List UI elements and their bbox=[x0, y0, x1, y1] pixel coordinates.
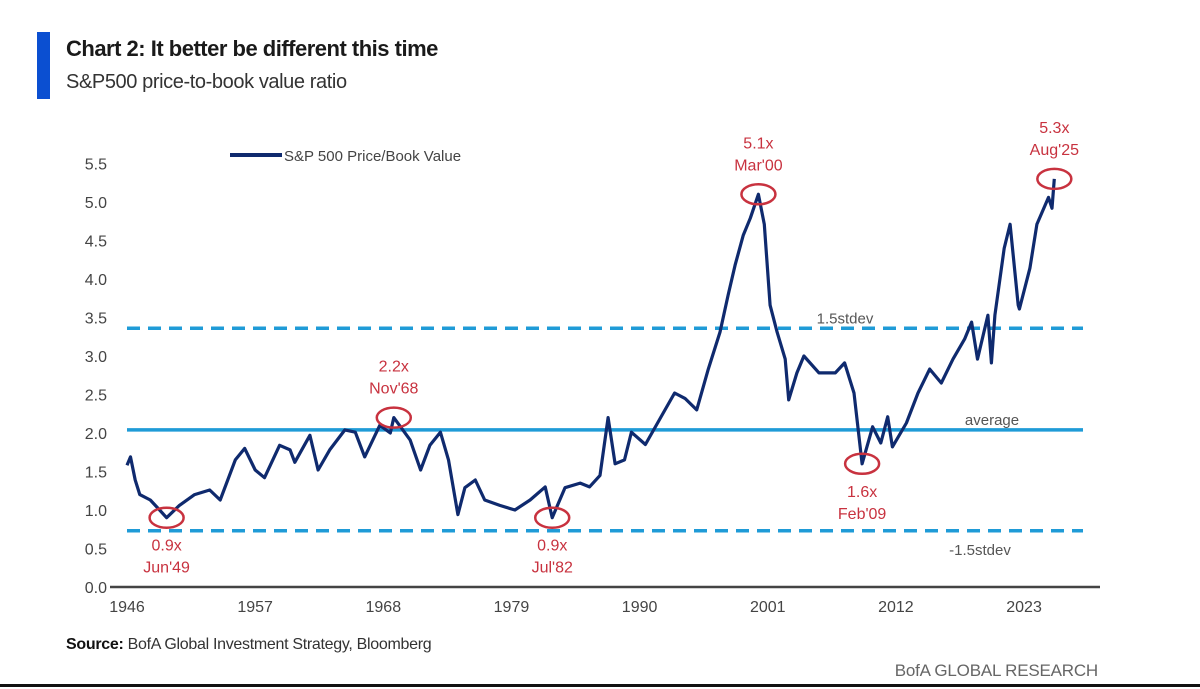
y-tick-label: 0.0 bbox=[85, 580, 107, 597]
annotation-date-label: Mar'00 bbox=[734, 157, 783, 174]
x-tick-label: 1979 bbox=[494, 599, 530, 616]
y-axis-ticks: 0.0 0.5 1.0 1.5 2.0 2.5 3.0 3.5 4.0 4.5 5.0 5.5 bbox=[85, 157, 107, 598]
x-tick-label: 1968 bbox=[366, 599, 402, 616]
annotation-date-label: Jul'82 bbox=[532, 560, 573, 577]
annotation-date-label: Jun'49 bbox=[143, 560, 190, 577]
series-line-sp500-pb bbox=[125, 178, 1056, 520]
annotation-circle bbox=[1036, 167, 1073, 191]
annotation-value-label: 5.1x bbox=[743, 135, 773, 152]
y-tick-label: 1.5 bbox=[85, 465, 107, 482]
annotation-value-label: 2.2x bbox=[379, 359, 409, 376]
source-label: Source: bbox=[66, 636, 124, 653]
reference-line-label: 1.5stdev bbox=[817, 310, 874, 327]
chart-subtitle: S&P500 price-to-book value ratio bbox=[66, 71, 347, 93]
annotation-circle bbox=[843, 452, 881, 476]
brand-label: BofA GLOBAL RESEARCH bbox=[894, 661, 1098, 680]
source-text: BofA Global Investment Strategy, Bloombe… bbox=[123, 636, 432, 653]
y-tick-label: 2.0 bbox=[85, 426, 107, 443]
y-tick-label: 2.5 bbox=[85, 388, 107, 405]
y-tick-label: 4.5 bbox=[85, 234, 107, 251]
bottom-divider bbox=[0, 684, 1200, 687]
annotation-value-label: 1.6x bbox=[847, 484, 877, 501]
source-note: Source: BofA Global Investment Strategy,… bbox=[66, 636, 432, 654]
annotation-value-label: 0.9x bbox=[151, 538, 181, 555]
x-axis-ticks: 1946 1957 1968 1979 1990 2001 2012 2023 bbox=[109, 599, 1042, 616]
x-tick-label: 1946 bbox=[109, 599, 145, 616]
y-tick-label: 5.5 bbox=[85, 157, 107, 174]
annotation-date-label: Aug'25 bbox=[1030, 142, 1079, 159]
annotation-circle bbox=[375, 406, 413, 429]
y-tick-label: 0.5 bbox=[85, 542, 107, 559]
title-accent-bar bbox=[37, 32, 50, 99]
x-tick-label: 2012 bbox=[878, 599, 914, 616]
x-tick-label: 2023 bbox=[1006, 599, 1042, 616]
legend-label: S&P 500 Price/Book Value bbox=[284, 148, 461, 165]
y-tick-label: 3.5 bbox=[85, 311, 107, 328]
annotation-date-label: Feb'09 bbox=[838, 506, 887, 523]
y-tick-label: 4.0 bbox=[85, 272, 107, 289]
x-tick-label: 1990 bbox=[622, 599, 658, 616]
reference-line-label: average bbox=[965, 412, 1019, 429]
x-tick-label: 2001 bbox=[750, 599, 786, 616]
chart-title: Chart 2: It better be different this tim… bbox=[66, 36, 438, 61]
annotation-circle bbox=[533, 506, 571, 529]
annotations: 0.9x Jun'49 2.2x Nov'68 0.9x Jul'82 5.1x Mar'00… bbox=[143, 120, 1079, 577]
annotation-circle bbox=[148, 506, 185, 529]
annotation-circle bbox=[740, 183, 777, 206]
y-tick-label: 3.0 bbox=[85, 349, 107, 366]
legend: S&P 500 Price/Book Value bbox=[230, 148, 461, 165]
x-tick-label: 1957 bbox=[237, 599, 273, 616]
annotation-value-label: 0.9x bbox=[537, 538, 567, 555]
y-tick-label: 1.0 bbox=[85, 503, 107, 520]
annotation-date-label: Nov'68 bbox=[369, 381, 418, 398]
annotation-value-label: 5.3x bbox=[1039, 120, 1069, 137]
y-tick-label: 5.0 bbox=[85, 195, 107, 212]
reference-line-label: -1.5stdev bbox=[949, 542, 1011, 559]
